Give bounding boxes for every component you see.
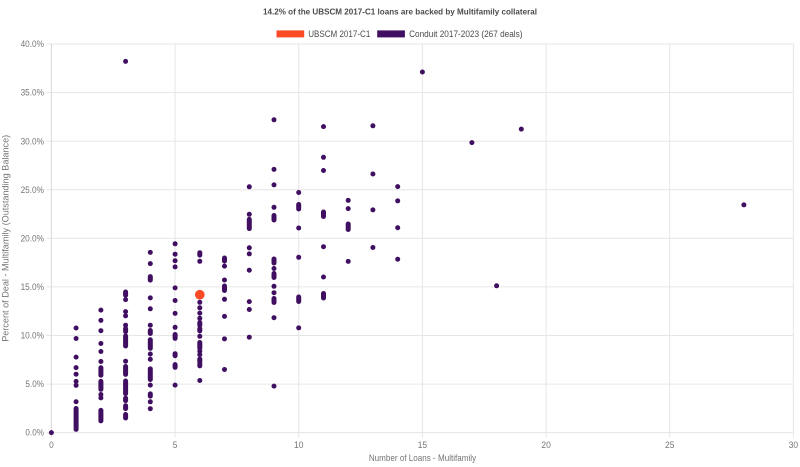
svg-text:20.0%: 20.0% <box>21 233 45 243</box>
svg-text:Conduit 2017-2023 (267 deals): Conduit 2017-2023 (267 deals) <box>409 29 522 39</box>
svg-text:0: 0 <box>49 440 54 450</box>
svg-text:UBSCM 2017-C1: UBSCM 2017-C1 <box>308 29 370 39</box>
svg-text:5: 5 <box>173 440 178 450</box>
svg-text:35.0%: 35.0% <box>21 88 45 98</box>
svg-text:14.2% of the UBSCM 2017-C1 loa: 14.2% of the UBSCM 2017-C1 loans are bac… <box>263 7 537 17</box>
svg-text:20: 20 <box>541 440 550 450</box>
svg-text:25: 25 <box>665 440 674 450</box>
svg-text:10: 10 <box>294 440 303 450</box>
svg-text:30: 30 <box>789 440 798 450</box>
svg-text:40.0%: 40.0% <box>21 39 45 49</box>
svg-text:5.0%: 5.0% <box>25 379 44 389</box>
svg-text:10.0%: 10.0% <box>21 331 45 341</box>
svg-text:15: 15 <box>418 440 427 450</box>
svg-text:Number of Loans - Multifamily: Number of Loans - Multifamily <box>369 453 477 463</box>
svg-text:30.0%: 30.0% <box>21 136 45 146</box>
svg-text:Percent of Deal - Multifamily: Percent of Deal - Multifamily (Outstandi… <box>1 135 11 342</box>
svg-text:25.0%: 25.0% <box>21 185 45 195</box>
svg-text:0.0%: 0.0% <box>25 428 44 438</box>
svg-text:15.0%: 15.0% <box>21 282 45 292</box>
